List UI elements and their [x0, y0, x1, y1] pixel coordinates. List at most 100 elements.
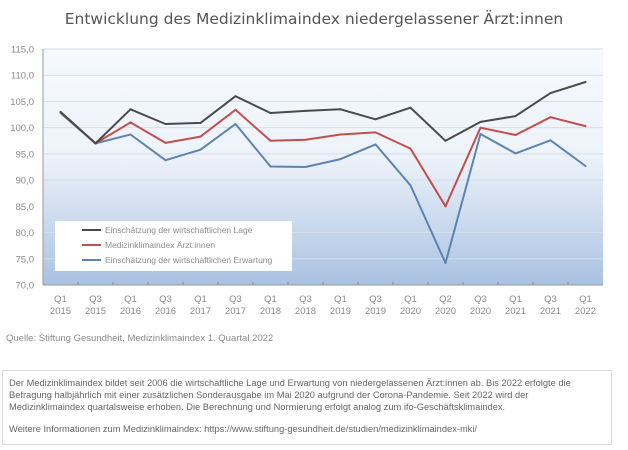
data-point: [59, 110, 62, 113]
data-point: [129, 121, 132, 124]
y-tick-label: 115,0: [11, 45, 34, 56]
data-point: [164, 141, 167, 144]
data-point: [129, 133, 132, 136]
data-point: [269, 111, 272, 114]
y-axis-ticks: 70,0 75,0 80,0 85,0 90,0 95,0 100,0 105,0 110,0 1…: [10, 45, 34, 292]
data-point: [164, 159, 167, 162]
data-point: [94, 142, 97, 145]
x-tick-label-year: 2017: [190, 306, 211, 317]
x-tick-label-quarter: Q1: [54, 294, 67, 305]
y-tick-label: 105,0: [10, 97, 34, 108]
x-tick-label-year: 2019: [365, 306, 386, 317]
x-tick-label-quarter: Q1: [579, 294, 592, 305]
data-point: [234, 122, 237, 125]
x-axis-ticks: Q12015Q32015Q12016Q32016Q12017Q32017Q120…: [50, 282, 596, 317]
data-point: [304, 138, 307, 141]
x-tick-label-quarter: Q3: [89, 294, 102, 305]
data-point: [479, 126, 482, 129]
x-tick-label-year: 2016: [155, 306, 176, 317]
data-point: [479, 132, 482, 135]
series-lines: [59, 81, 587, 264]
data-point: [304, 166, 307, 168]
data-point: [234, 95, 237, 98]
info-box: Der Medizinklimaindex bildet seit 2006 d…: [2, 370, 612, 445]
data-point: [304, 109, 307, 112]
data-point: [584, 81, 587, 84]
x-tick-label-year: 2020: [435, 306, 456, 317]
info-paragraph: Der Medizinklimaindex bildet seit 2006 d…: [9, 378, 571, 412]
data-point: [234, 108, 237, 111]
data-point: [409, 147, 412, 150]
series-line-erwartung: [59, 112, 587, 264]
data-point: [164, 122, 167, 125]
data-point: [444, 205, 447, 208]
x-tick-label-year: 2019: [330, 306, 351, 317]
x-tick-label-quarter: Q1: [404, 294, 417, 305]
x-tick-label-quarter: Q2: [439, 294, 452, 305]
data-point: [444, 139, 447, 142]
data-point: [549, 92, 552, 95]
y-tick-label: 80,0: [16, 228, 35, 239]
data-point: [584, 164, 587, 167]
source-note: Quelle: Stiftung Gesundheit, Medizinklim…: [6, 333, 274, 344]
y-tick-label: 70,0: [16, 281, 35, 292]
y-tick-label: 75,0: [16, 254, 35, 265]
data-point: [374, 118, 377, 121]
y-tick-label: 95,0: [16, 149, 35, 160]
data-point: [409, 106, 412, 109]
data-point: [269, 139, 272, 142]
data-point: [514, 115, 517, 118]
legend-label-index: Medizinklimaindex Ärzt:innen: [105, 240, 215, 250]
x-tick-label-quarter: Q1: [124, 294, 137, 305]
data-point: [374, 131, 377, 134]
data-point: [374, 143, 377, 146]
x-tick-label-quarter: Q3: [369, 294, 382, 305]
data-point: [549, 116, 552, 119]
data-point: [514, 134, 517, 137]
x-tick-label-quarter: Q1: [264, 294, 277, 305]
info-link-text[interactable]: Weitere Informationen zum Medizinklimain…: [9, 424, 477, 434]
y-tick-label: 90,0: [16, 176, 35, 187]
x-tick-label-year: 2015: [85, 306, 106, 317]
data-point: [514, 152, 517, 155]
x-tick-label-year: 2020: [470, 306, 491, 317]
data-point: [409, 184, 412, 187]
series-line-lage: [59, 81, 586, 145]
chart-title: Entwicklung des Medizinklimaindex nieder…: [64, 10, 564, 28]
line-chart: 70,0 75,0 80,0 85,0 90,0 95,0 100,0 105,0 110,0 1…: [10, 45, 603, 317]
data-point: [199, 148, 202, 151]
data-point: [199, 121, 202, 124]
x-tick-label-year: 2016: [120, 306, 141, 317]
y-tick-label: 85,0: [16, 202, 35, 213]
x-tick-label-year: 2018: [260, 306, 281, 317]
x-tick-label-quarter: Q3: [544, 294, 557, 305]
legend: Einschätzung der wirtschaftlichen Lage M…: [55, 221, 292, 271]
x-tick-label-year: 2018: [295, 306, 316, 317]
x-tick-label-quarter: Q1: [509, 294, 522, 305]
data-point: [549, 139, 552, 142]
x-tick-label-year: 2022: [575, 306, 596, 317]
x-tick-label-quarter: Q3: [229, 294, 242, 305]
legend-label-lage: Einschätzung der wirtschaftlichen Lage: [105, 225, 253, 235]
x-tick-label-quarter: Q1: [334, 294, 347, 305]
data-point: [199, 135, 202, 138]
data-point: [339, 158, 342, 161]
data-point: [339, 133, 342, 136]
data-point: [269, 165, 272, 168]
gridlines: [43, 48, 603, 260]
x-tick-label-quarter: Q3: [159, 294, 172, 305]
data-point: [584, 125, 587, 128]
x-tick-label-quarter: Q1: [194, 294, 207, 305]
data-point: [129, 108, 132, 111]
legend-label-erwartung: Einschätzung der wirtschaftlichen Erwart…: [105, 255, 273, 265]
x-tick-label-year: 2017: [225, 306, 246, 317]
y-tick-label: 110,0: [11, 71, 34, 82]
x-tick-label-year: 2020: [400, 306, 421, 317]
x-tick-label-year: 2021: [540, 306, 561, 317]
series-line-index: [59, 108, 586, 208]
data-point: [444, 261, 447, 264]
data-point: [479, 120, 482, 123]
x-tick-label-quarter: Q3: [474, 294, 487, 305]
data-point: [339, 108, 342, 111]
x-tick-label-year: 2021: [505, 306, 526, 317]
